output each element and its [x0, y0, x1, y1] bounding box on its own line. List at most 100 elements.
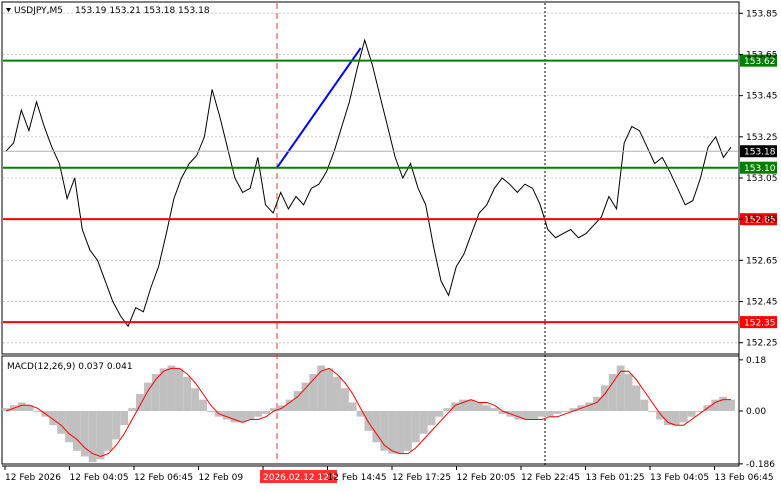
macd-tick-label: 0.18	[746, 356, 766, 366]
macd-histogram-bar	[514, 411, 523, 420]
level-price-badge	[740, 161, 777, 174]
price-tick-label: 153.05	[746, 174, 778, 184]
macd-histogram-bar	[65, 411, 73, 443]
macd-histogram-bar	[57, 411, 66, 434]
time-label: 12 Feb 2026	[5, 473, 61, 483]
macd-histogram-bar	[191, 388, 200, 411]
level-price-label: 152.35	[744, 319, 776, 329]
level-price-label: 153.10	[744, 164, 776, 174]
macd-histogram-bar	[333, 376, 341, 411]
macd-histogram-bar	[238, 411, 247, 423]
time-label: 12 Feb 20:05	[457, 473, 516, 483]
macd-histogram-bar	[671, 411, 680, 426]
macd-histogram-bar	[561, 411, 570, 412]
macd-histogram-bar	[25, 405, 34, 411]
level-price-label: 153.62	[744, 57, 776, 67]
macd-histogram-bar	[159, 368, 168, 411]
triangle-down-icon[interactable]	[6, 8, 11, 12]
macd-histogram-bar	[530, 411, 538, 420]
macd-histogram-bar	[640, 399, 649, 411]
macd-histogram-bar	[112, 411, 121, 440]
macd-histogram-bar	[380, 411, 389, 451]
macd-histogram-bar	[49, 411, 58, 426]
macd-label: MACD(12,26,9) 0.037 0.041	[7, 362, 133, 372]
time-label: 12 Feb 14:45	[328, 473, 387, 483]
macd-histogram-bar	[80, 411, 89, 457]
macd-histogram-bar	[348, 402, 357, 411]
macd-histogram-bar	[545, 411, 554, 417]
time-axis: 12 Feb 2026 12 Feb 04:05 12 Feb 06:45 12 Fe…	[4, 466, 774, 483]
macd-histogram-bar	[175, 368, 184, 411]
macd-histogram-bar	[285, 399, 294, 411]
macd-histogram-bar	[96, 411, 105, 460]
macd-histogram-bar	[498, 411, 507, 414]
macd-histogram-bar	[309, 374, 318, 411]
macd-histogram-bar	[727, 399, 735, 411]
time-label: 13 Feb 01:25	[586, 473, 645, 483]
horizontal-levels[interactable]: 153.62 153.10 152.85 152.35 153.18	[3, 54, 777, 329]
macd-histogram-bar	[396, 411, 404, 454]
macd-histogram-bar	[711, 399, 720, 411]
macd-histogram-bar	[411, 411, 420, 443]
macd-histogram-bar	[356, 411, 365, 417]
price-tick-label: 153.65	[746, 50, 778, 60]
current-price-label: 153.18	[744, 148, 776, 158]
macd-histogram-bar	[474, 402, 483, 411]
macd-histogram-bar	[206, 411, 215, 412]
macd-histogram-bar	[33, 411, 42, 412]
current-price-badge	[740, 145, 777, 158]
price-tick-label: 153.25	[746, 133, 778, 143]
macd-histogram-bar	[167, 365, 176, 411]
macd-histogram-bar	[451, 402, 460, 411]
macd-histogram-bar	[293, 391, 302, 411]
macd-histogram-bar	[199, 399, 207, 411]
time-label: 12 Feb 17:25	[392, 473, 451, 483]
macd-histogram-bar	[443, 408, 452, 411]
macd-tick-label: -0.186	[746, 460, 775, 470]
level-price-badge	[740, 316, 777, 329]
macd-histogram-bar	[616, 365, 625, 411]
macd-histogram-bar	[427, 411, 436, 426]
macd-histogram-bar	[88, 411, 97, 463]
macd-histogram-bar	[17, 402, 26, 411]
macd-histogram-bar	[2, 408, 10, 411]
macd-histogram-bar	[128, 408, 137, 411]
macd-histogram-bar	[136, 393, 144, 411]
macd-histogram-bar	[262, 411, 270, 414]
macd-histogram-bar	[222, 411, 231, 420]
macd-histogram-bar	[656, 411, 665, 420]
macd-histogram-bar	[593, 396, 601, 411]
price-axis: 153.85 153.65 153.45 153.25 153.05 152.85 152.…	[739, 9, 778, 470]
price-line	[5, 38, 732, 328]
level-price-badge	[740, 213, 777, 226]
time-label: 12 Feb 09	[199, 473, 244, 483]
macd-histogram-bar	[388, 411, 397, 454]
macd-histogram-bar	[183, 376, 192, 411]
time-label: 12 Feb 04:05	[70, 473, 129, 483]
level-price-badge	[740, 54, 777, 67]
macd-signal-line	[5, 367, 731, 458]
price-series	[5, 38, 732, 328]
macd-histogram-bar	[317, 365, 326, 411]
price-tick-label: 152.25	[746, 339, 778, 349]
macd-histogram-bar	[553, 411, 562, 414]
price-tick-label: 153.45	[746, 92, 778, 102]
macd-histogram-bar	[340, 388, 349, 411]
macd-histogram-bar	[459, 399, 468, 411]
price-tick-label: 152.85	[746, 215, 778, 225]
price-tick-label: 153.85	[746, 9, 778, 19]
macd-histogram-bar	[687, 411, 696, 417]
highlighted-time-badge	[260, 470, 337, 483]
level-price-label: 152.85	[744, 216, 776, 226]
time-label: 13 Feb 04:05	[650, 473, 709, 483]
macd-histogram-bar	[435, 411, 444, 417]
macd-histogram-bar	[301, 382, 310, 411]
macd-histogram-bar	[403, 411, 412, 451]
macd-histogram-bar	[522, 411, 531, 420]
macd-histogram-bar	[664, 411, 672, 426]
macd-histogram-bar	[72, 411, 81, 451]
time-label: 12 Feb 06:45	[134, 473, 193, 483]
macd-histogram-bar	[648, 411, 657, 412]
